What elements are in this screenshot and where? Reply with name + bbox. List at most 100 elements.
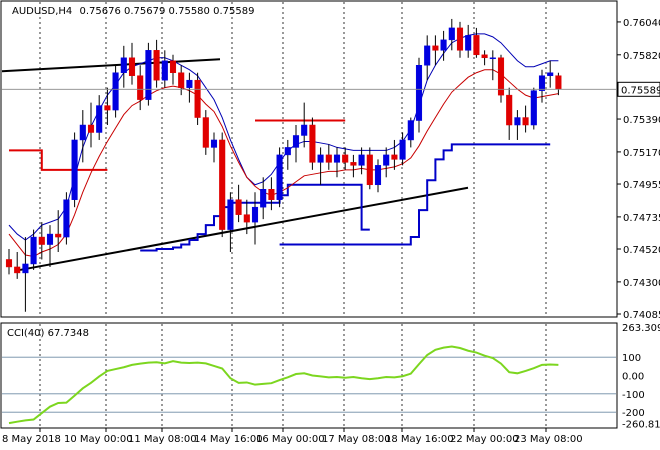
- candle-body: [145, 50, 152, 100]
- candle-body: [440, 39, 447, 51]
- candle-body: [415, 65, 423, 121]
- time-tick-label: 16 May 00:00: [256, 434, 325, 445]
- time-tick-label: 10 May 00:00: [64, 434, 133, 445]
- candle-body: [112, 72, 119, 111]
- current-price-box: [617, 81, 660, 97]
- candle-body: [399, 139, 406, 160]
- cci-line: [8, 345, 559, 425]
- candle-body: [96, 105, 103, 133]
- candle-body: [128, 57, 136, 76]
- candle-body: [391, 154, 398, 160]
- candle-body: [489, 57, 496, 60]
- candles: [5, 18, 562, 312]
- grid: [39, 2, 547, 427]
- candle-body: [30, 236, 37, 265]
- candle-body: [547, 72, 554, 76]
- candle-body: [383, 154, 390, 166]
- price-pane-frame: [0, 0, 618, 318]
- time-tick-label: 22 May 00:00: [450, 434, 519, 445]
- candle-body: [87, 124, 95, 133]
- indicator-pane-frame: [0, 322, 618, 429]
- candle-body: [137, 75, 144, 100]
- candle-body: [169, 60, 177, 73]
- candle-body: [55, 233, 62, 238]
- cci-tick-label: -260.8119: [622, 419, 660, 430]
- time-tick-label: 17 May 08:00: [322, 434, 391, 445]
- candle-body: [514, 117, 521, 126]
- trend-lines: [1, 58, 469, 271]
- cci-tick-label: 263.3099: [622, 323, 660, 334]
- upper-trend-line: [1, 58, 221, 73]
- candle-body: [473, 35, 480, 56]
- candle-body: [219, 139, 226, 230]
- chart-header: AUDUSD,H4 0.75676 0.75679 0.75580 0.7558…: [12, 6, 254, 17]
- candle-body: [104, 105, 111, 111]
- time-tick-label: 11 May 08:00: [128, 434, 197, 445]
- candle-body: [276, 154, 283, 200]
- candle-body: [194, 79, 201, 118]
- candle-body: [407, 120, 414, 141]
- candle-body: [538, 75, 546, 91]
- candle-body: [63, 199, 70, 238]
- candle-body: [522, 117, 529, 126]
- candle-body: [153, 50, 160, 81]
- candle-body: [227, 199, 234, 230]
- cci-tick-label: -200: [622, 408, 645, 419]
- candle-body: [210, 139, 218, 148]
- candle-body: [202, 117, 209, 148]
- candle-body: [120, 57, 127, 73]
- cci-tick-label: -100: [622, 390, 645, 401]
- time-tick-label: 14 May 16:00: [194, 434, 263, 445]
- candle-body: [292, 135, 300, 148]
- cci-levels: [2, 356, 616, 413]
- price-tick-label: 0.74735: [623, 213, 660, 224]
- cci-axis: 263.3099 100 0.00 -100 -200-260.8119: [622, 323, 660, 430]
- candle-body: [284, 147, 291, 156]
- candle-body: [5, 259, 13, 268]
- time-tick-label: 18 May 16:00: [385, 434, 454, 445]
- candle-body: [456, 27, 464, 51]
- candle-body: [235, 199, 242, 215]
- candle-body: [178, 72, 185, 88]
- candle-body: [317, 154, 324, 163]
- cci-series-line: [8, 345, 559, 425]
- time-tick-label: 8 May 2018: [2, 434, 61, 445]
- candle-body: [342, 154, 349, 163]
- lower-trend-line: [19, 186, 469, 271]
- candle-body: [530, 90, 537, 126]
- candle-body: [46, 233, 54, 245]
- candle-body: [71, 139, 78, 200]
- ohlc-label: 0.75676 0.75679 0.75580 0.75589: [79, 6, 254, 17]
- candle-body: [350, 162, 357, 166]
- middle-envelope: [8, 69, 559, 258]
- candle-body: [325, 154, 332, 163]
- candle-body: [506, 94, 513, 126]
- price-axis: 0.760400.758200.755900.753900.751700.749…: [2, 18, 660, 321]
- candle-body: [448, 27, 455, 41]
- symbol-label: AUDUSD,H4: [12, 6, 72, 17]
- candle-body: [555, 75, 562, 90]
- price-tick-label: 0.74085: [623, 310, 660, 321]
- stop-level-line: [279, 143, 551, 246]
- cci-tick-label: 100: [622, 353, 641, 364]
- candle-body: [301, 124, 308, 136]
- candle-body: [432, 45, 439, 51]
- candle-body: [161, 60, 168, 81]
- candle-body: [243, 214, 250, 223]
- stop-levels: [9, 119, 551, 252]
- candle-body: [22, 263, 29, 274]
- stop-level-line: [9, 149, 108, 171]
- candle-body: [374, 165, 382, 186]
- candle-body: [358, 154, 365, 166]
- cci-tick-label: 0.00: [622, 372, 644, 383]
- cci-label: CCI(40) 67.7348: [7, 328, 89, 339]
- time-tick-label: 23 May 08:00: [514, 434, 583, 445]
- candle-body: [251, 206, 259, 223]
